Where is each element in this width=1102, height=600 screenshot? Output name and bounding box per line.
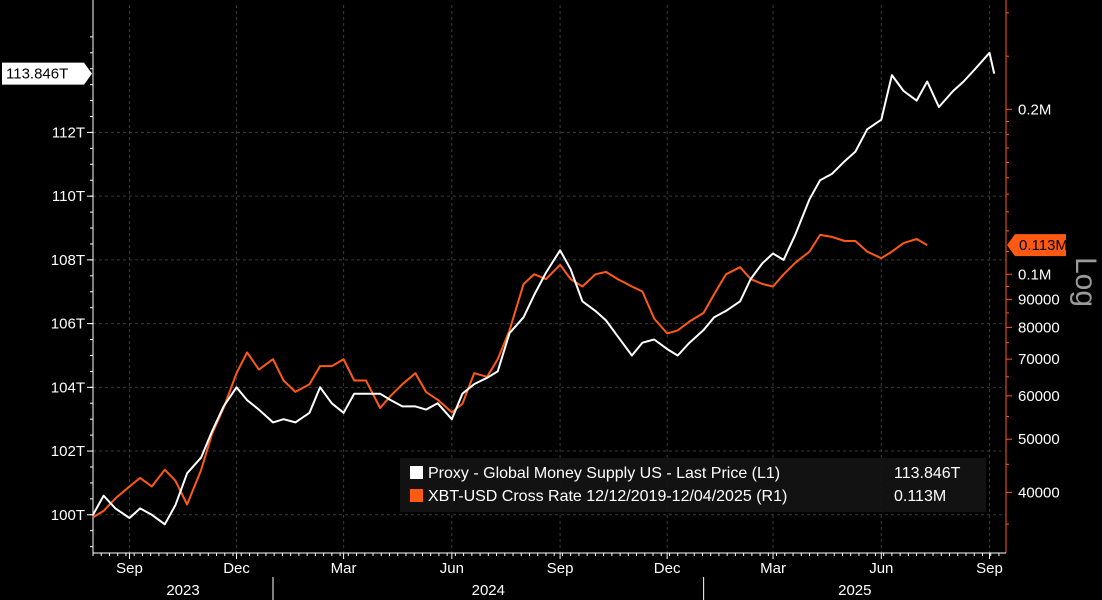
left-tick-label: 112T [52,124,85,141]
series-line-xbt-usd [92,233,928,519]
legend-value-xbt-usd: 0.113M [894,488,946,505]
legend: Proxy - Global Money Supply US - Last Pr… [400,458,986,512]
x-year-label: 2024 [472,582,505,599]
legend-background [400,458,986,512]
series-line-money-supply [92,51,996,526]
right-axis: 40000 50000 60000 70000 80000 90000 0.1M 0.2M [1005,0,1060,553]
legend-swatch-money-supply [410,466,423,479]
right-tick-label: 0.1M [1018,266,1051,283]
x-month-label: Dec [223,560,250,577]
right-current-value-label: 0.113M [1019,237,1068,254]
x-year-label: 2025 [838,582,871,599]
legend-label-xbt-usd: XBT-USD Cross Rate 12/12/2019-12/04/2025… [428,488,787,505]
left-axis: 100T 102T 104T 106T 108T 110T 112T [51,0,94,553]
x-month-label: Dec [654,560,681,577]
x-year-label: 2023 [166,582,199,599]
right-tick-label: 0.2M [1018,101,1051,118]
x-month-label: Sep [976,560,1003,577]
left-tick-label: 108T [51,252,85,269]
x-month-label: Jun [869,560,893,577]
legend-label-money-supply: Proxy - Global Money Supply US - Last Pr… [428,465,780,482]
x-month-label: Mar [760,560,786,577]
left-current-value-label: 113.846T [6,66,68,83]
legend-swatch-xbt-usd [410,489,423,502]
left-tick-label: 104T [51,379,85,396]
right-tick-label: 40000 [1018,484,1060,501]
x-month-label: Jun [440,560,464,577]
legend-value-money-supply: 113.846T [894,465,961,482]
right-tick-label: 90000 [1018,291,1060,308]
left-tick-label: 110T [52,188,85,205]
right-tick-label: 70000 [1018,351,1060,368]
right-current-value-badge: 0.113M [1007,234,1068,257]
x-month-label: Sep [116,560,143,577]
x-month-label: Sep [547,560,574,577]
log-scale-label: Log [1069,257,1102,307]
left-tick-label: 102T [51,443,85,460]
left-current-value-badge: 113.846T [2,62,92,85]
plot-area [92,51,996,526]
left-tick-label: 106T [51,316,85,333]
right-tick-label: 60000 [1018,388,1060,405]
right-tick-label: 50000 [1018,431,1060,448]
left-tick-label: 100T [51,507,85,524]
x-month-label: Mar [331,560,357,577]
right-tick-label: 80000 [1018,319,1060,336]
x-axis: Sep Dec Mar Jun Sep Dec Mar Jun Sep 2023 2024 2025 [92,552,1006,600]
